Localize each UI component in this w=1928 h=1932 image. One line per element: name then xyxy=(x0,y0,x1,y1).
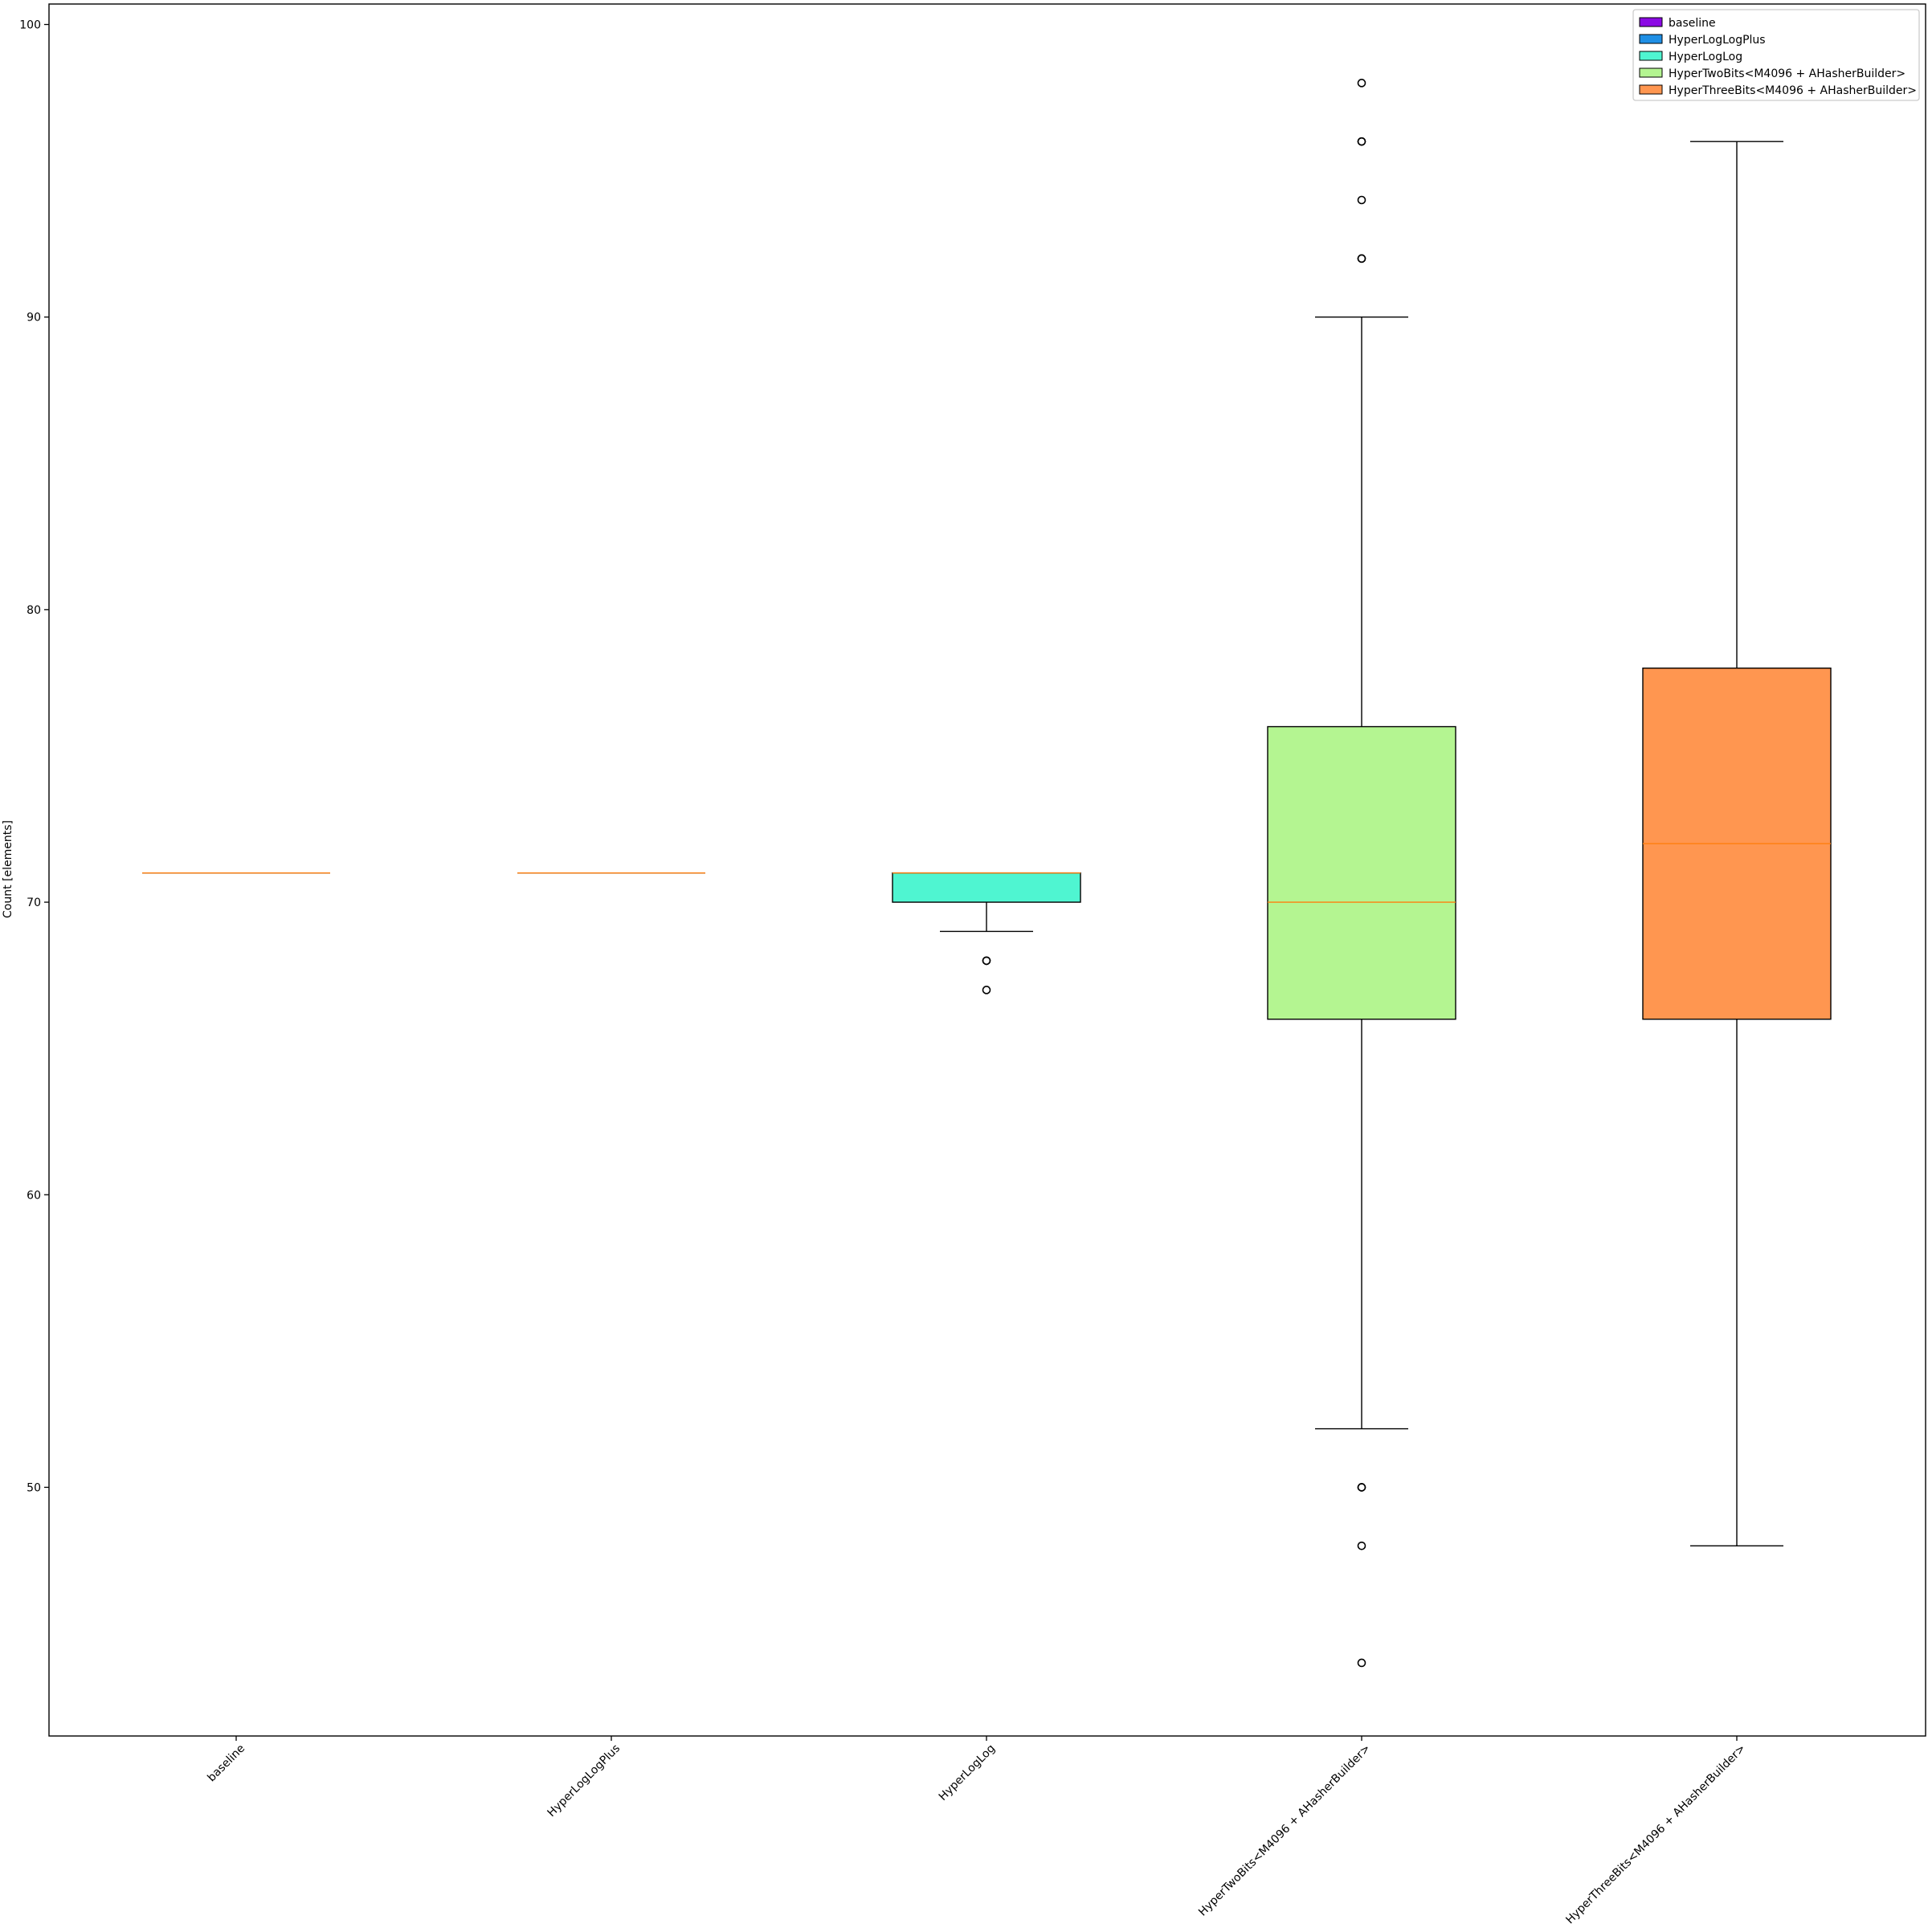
legend-label: HyperTwoBits<M4096 + AHasherBuilder> xyxy=(1669,67,1906,80)
y-tick-label: 70 xyxy=(27,897,41,909)
legend-frame xyxy=(1632,9,1920,101)
legend-swatch xyxy=(1639,84,1663,95)
outlier-point xyxy=(1357,1658,1366,1668)
box-group xyxy=(892,872,1081,995)
legend-swatch xyxy=(1639,67,1663,78)
outlier-point xyxy=(1357,137,1366,146)
x-tick-label: HyperTwoBits<M4096 + AHasherBuilder> xyxy=(1196,1742,1373,1919)
x-tick-label: HyperThreeBits<M4096 + AHasherBuilder> xyxy=(1563,1742,1748,1927)
y-tick-label: 80 xyxy=(27,604,41,617)
legend-label: baseline xyxy=(1669,17,1716,30)
legend-label: HyperLogLog xyxy=(1669,51,1742,63)
legend-label: HyperLogLogPlus xyxy=(1669,34,1766,47)
box xyxy=(1267,725,1456,1020)
y-tick-label: 90 xyxy=(27,312,41,325)
outlier-point xyxy=(982,956,991,966)
y-tick-label: 100 xyxy=(19,18,41,31)
box-group xyxy=(1642,141,1832,1546)
x-tick-label: HyperLogLog xyxy=(937,1742,998,1803)
outlier-point xyxy=(1357,79,1366,88)
legend-swatch xyxy=(1639,17,1663,27)
x-axis: baseline HyperLogLogPlus HyperLogLog HyperT… xyxy=(205,1736,1748,1926)
legend: baseline HyperLogLogPlus HyperLogLog HyperT… xyxy=(1632,9,1920,101)
outlier-point xyxy=(1357,1483,1366,1492)
x-tick-label: HyperLogLogPlus xyxy=(545,1742,623,1820)
box-group xyxy=(1267,79,1456,1668)
x-tick-label: baseline xyxy=(205,1742,247,1785)
y-tick-label: 50 xyxy=(27,1481,41,1494)
legend-swatch xyxy=(1639,34,1663,44)
box xyxy=(892,872,1081,903)
legend-swatch xyxy=(1639,51,1663,61)
y-axis: 50 60 70 80 90 100 xyxy=(19,18,49,1494)
y-axis-label: Count [elements] xyxy=(2,820,14,918)
outlier-point xyxy=(1357,195,1366,205)
outlier-point xyxy=(1357,1541,1366,1550)
outlier-point xyxy=(1357,254,1366,263)
y-tick-label: 60 xyxy=(27,1189,41,1202)
plot-frame xyxy=(48,3,1926,1737)
plot-area xyxy=(48,3,1926,1737)
outlier-point xyxy=(982,986,991,995)
legend-label: HyperThreeBits<M4096 + AHasherBuilder> xyxy=(1669,84,1917,97)
